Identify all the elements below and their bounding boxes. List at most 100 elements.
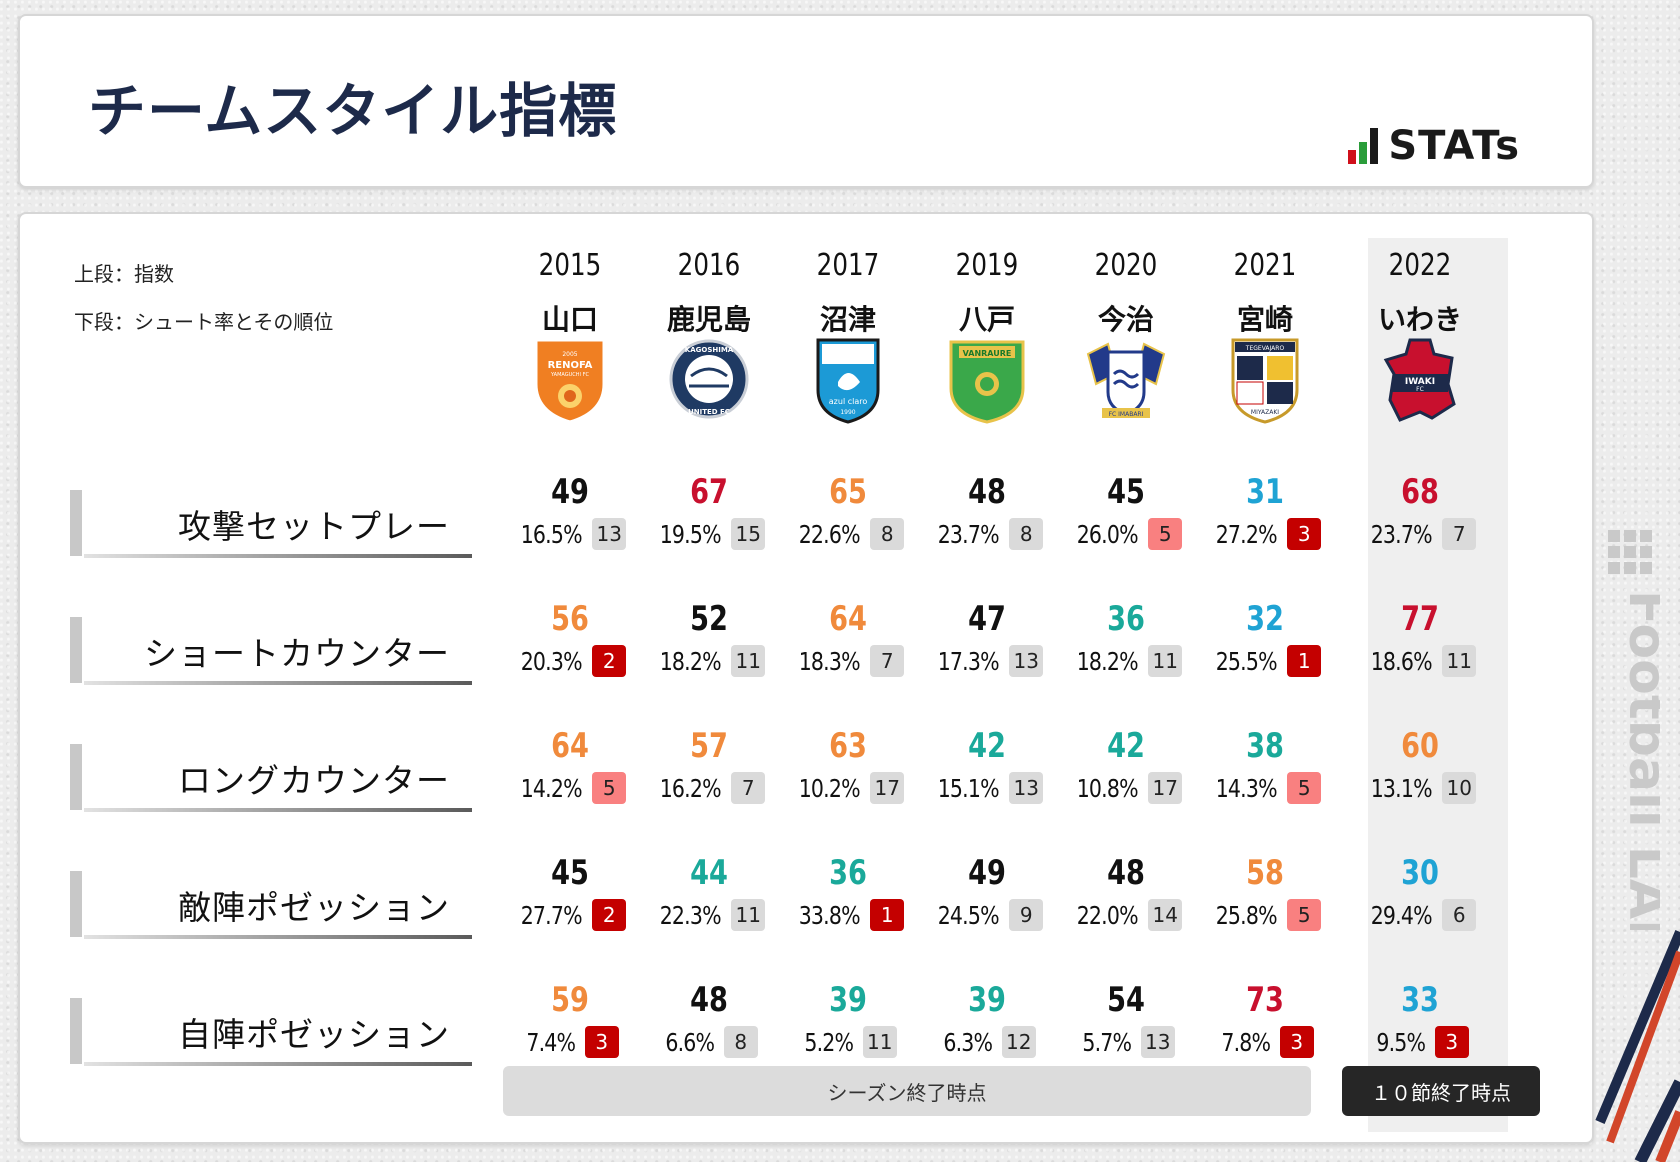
- stat-cell: 36 33.8% 1: [778, 853, 918, 953]
- shot-rate-rank-badge: 11: [862, 1026, 897, 1058]
- style-index-value: 59: [551, 980, 589, 1020]
- shot-rate-line: 27.7% 2: [500, 899, 640, 931]
- stat-cell: 47 17.3% 13: [917, 599, 1057, 699]
- row-label-text: 自陣ポゼッション: [178, 1015, 450, 1054]
- shot-rate: 7.8%: [1221, 1027, 1272, 1057]
- shot-rate: 26.0%: [1076, 519, 1138, 549]
- shot-rate: 5.7%: [1082, 1027, 1133, 1057]
- season-end-button[interactable]: シーズン終了時点: [503, 1066, 1311, 1116]
- shot-rate-rank-badge: 15: [731, 518, 766, 550]
- shot-rate-rank-badge: 7: [1442, 518, 1477, 550]
- row-label: ショートカウンター: [70, 617, 472, 685]
- page-title: チームスタイル指標: [88, 77, 618, 145]
- round-10-end-button[interactable]: １０節終了時点: [1342, 1066, 1540, 1116]
- iwaki-fc-emblem-icon: IWAKI FC: [1380, 334, 1460, 424]
- shot-rate: 22.0%: [1076, 900, 1138, 930]
- column-year: 2015: [538, 248, 602, 283]
- football-lab-watermark: Football LAB: [1608, 530, 1660, 930]
- shot-rate: 9.5%: [1376, 1027, 1427, 1057]
- emblem-kagoshima-top: KAGOSHIMA: [685, 346, 734, 354]
- style-index-value: 68: [1401, 472, 1439, 512]
- style-index-value: 56: [551, 599, 589, 639]
- shot-rate-line: 18.2% 11: [1056, 645, 1196, 677]
- shot-rate-line: 7.4% 3: [500, 1026, 640, 1058]
- shot-rate: 18.2%: [659, 646, 721, 676]
- row-label: 敵陣ポゼッション: [70, 871, 472, 939]
- shot-rate-line: 25.8% 5: [1195, 899, 1335, 931]
- row-label: ロングカウンター: [70, 744, 472, 812]
- row-label-text: ロングカウンター: [178, 761, 450, 800]
- stat-cell: 58 25.8% 5: [1195, 853, 1335, 953]
- column-year: 2022: [1388, 248, 1452, 283]
- shot-rate: 29.4%: [1370, 900, 1432, 930]
- shot-rate: 18.2%: [1076, 646, 1138, 676]
- row-label: 攻撃セットプレー: [70, 490, 472, 558]
- style-index-value: 39: [829, 980, 867, 1020]
- style-index-value: 36: [829, 853, 867, 893]
- shot-rate-rank-badge: 7: [731, 772, 766, 804]
- shot-rate: 14.2%: [520, 773, 582, 803]
- shot-rate-rank-badge: 2: [592, 899, 627, 931]
- shot-rate: 10.8%: [1076, 773, 1138, 803]
- style-index-value: 47: [968, 599, 1006, 639]
- emblem-miyazaki-bottom: MIYAZAKI: [1251, 409, 1279, 416]
- shot-rate-rank-badge: 5: [592, 772, 627, 804]
- style-index-value: 45: [551, 853, 589, 893]
- style-index-value: 42: [1107, 726, 1145, 766]
- emblem-numazu-name: azul claro: [829, 397, 868, 406]
- column-header: 2015 山口 2005 RENOFA YAMAGUCHI FC: [500, 214, 640, 434]
- shot-rate-rank-badge: 3: [1434, 1026, 1469, 1058]
- stat-cell: 30 29.4% 6: [1350, 853, 1490, 953]
- shot-rate-line: 22.3% 11: [639, 899, 779, 931]
- row-label: 自陣ポゼッション: [70, 998, 472, 1066]
- column-team-name: 宮崎: [1236, 303, 1293, 336]
- shot-rate-line: 22.0% 14: [1056, 899, 1196, 931]
- shot-rate-rank-badge: 7: [870, 645, 905, 677]
- shot-rate: 27.7%: [520, 900, 582, 930]
- style-index-value: 48: [690, 980, 728, 1020]
- shot-rate: 16.2%: [659, 773, 721, 803]
- vanraure-hachinohe-emblem-icon: VANRAURE: [947, 334, 1027, 424]
- shot-rate-line: 22.6% 8: [778, 518, 918, 550]
- shot-rate-line: 6.3% 12: [917, 1026, 1057, 1058]
- shot-rate-rank-badge: 2: [592, 645, 627, 677]
- style-index-value: 32: [1246, 599, 1284, 639]
- shot-rate-rank-badge: 5: [1148, 518, 1183, 550]
- renofa-yamaguchi-emblem-icon: 2005 RENOFA YAMAGUCHI FC: [530, 334, 610, 424]
- style-index-value: 52: [690, 599, 728, 639]
- style-index-value: 38: [1246, 726, 1284, 766]
- style-index-value: 77: [1401, 599, 1439, 639]
- shot-rate-rank-badge: 13: [1140, 1026, 1175, 1058]
- stat-cell: 39 6.3% 12: [917, 980, 1057, 1080]
- stat-cell: 67 19.5% 15: [639, 472, 779, 572]
- shot-rate-rank-badge: 3: [584, 1026, 619, 1058]
- stat-cell: 33 9.5% 3: [1350, 980, 1490, 1080]
- stat-cell: 42 15.1% 13: [917, 726, 1057, 826]
- shot-rate: 20.3%: [520, 646, 582, 676]
- shot-rate-rank-badge: 17: [870, 772, 905, 804]
- shot-rate-line: 16.5% 13: [500, 518, 640, 550]
- shot-rate: 25.5%: [1215, 646, 1277, 676]
- style-index-value: 31: [1246, 472, 1284, 512]
- stat-cell: 60 13.1% 10: [1350, 726, 1490, 826]
- row-label-text: 攻撃セットプレー: [178, 507, 450, 546]
- shot-rate-line: 5.2% 11: [778, 1026, 918, 1058]
- decorative-stripe: [1595, 930, 1680, 1162]
- style-index-value: 58: [1246, 853, 1284, 893]
- style-index-value: 45: [1107, 472, 1145, 512]
- shot-rate: 23.7%: [937, 519, 999, 549]
- emblem-iwaki-line1: IWAKI: [1405, 377, 1435, 387]
- shot-rate-line: 18.3% 7: [778, 645, 918, 677]
- column-header: 2020 今治 FC IMABARI: [1056, 214, 1196, 434]
- stat-cell: 38 14.3% 5: [1195, 726, 1335, 826]
- style-index-value: 39: [968, 980, 1006, 1020]
- shot-rate-line: 23.7% 7: [1350, 518, 1490, 550]
- shot-rate: 33.8%: [798, 900, 860, 930]
- stat-cell: 63 10.2% 17: [778, 726, 918, 826]
- shot-rate: 18.3%: [798, 646, 860, 676]
- style-index-value: 48: [1107, 853, 1145, 893]
- stat-cell: 59 7.4% 3: [500, 980, 640, 1080]
- shot-rate: 22.6%: [798, 519, 860, 549]
- style-index-value: 42: [968, 726, 1006, 766]
- column-year: 2019: [955, 248, 1019, 283]
